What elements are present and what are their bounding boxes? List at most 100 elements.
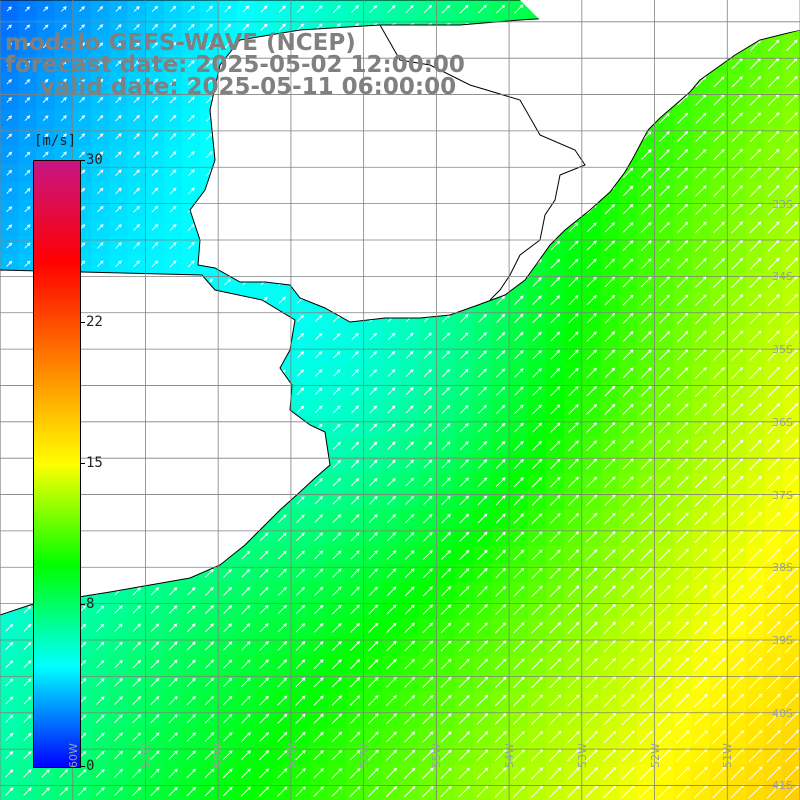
wind-arrow xyxy=(749,366,762,380)
wind-arrow xyxy=(604,367,616,379)
forecast-date: forecast date: 2025-05-02 12:00:00 xyxy=(5,52,465,78)
wind-arrow xyxy=(404,586,415,597)
wind-arrow xyxy=(766,620,781,635)
wind-arrow xyxy=(549,694,562,707)
longitude-label: 53W xyxy=(576,743,589,768)
wind-arrow xyxy=(296,23,305,31)
wind-arrow xyxy=(694,730,708,744)
colorbar-tick-label: 8 xyxy=(86,596,95,612)
wind-arrow xyxy=(603,694,617,707)
wind-arrow xyxy=(476,694,489,707)
wind-arrow xyxy=(241,604,251,615)
wind-arrow xyxy=(168,641,178,651)
wind-arrow xyxy=(151,205,159,213)
wind-arrow xyxy=(749,221,762,234)
wind-arrow xyxy=(622,258,634,270)
wind-arrow xyxy=(369,405,378,414)
wind-arrow xyxy=(259,550,269,560)
wind-arrow xyxy=(712,366,726,380)
wind-arrow xyxy=(604,458,616,470)
wind-arrow xyxy=(568,367,579,379)
wind-arrow xyxy=(514,295,524,305)
wind-arrow xyxy=(186,714,196,724)
wind-arrow xyxy=(5,696,14,705)
wind-arrow xyxy=(586,440,598,452)
wind-arrow xyxy=(567,549,580,561)
latitude-label: 36S xyxy=(772,416,793,429)
wind-arrow xyxy=(97,96,104,104)
wind-arrow xyxy=(640,403,652,416)
wind-arrow xyxy=(712,512,726,525)
wind-arrow xyxy=(349,640,361,652)
wind-arrow xyxy=(695,294,707,306)
wind-arrow xyxy=(477,422,488,433)
wind-arrow xyxy=(204,732,215,742)
wind-arrow xyxy=(169,114,177,122)
wind-arrow xyxy=(730,730,745,744)
wind-arrow xyxy=(495,440,506,451)
wind-arrow xyxy=(785,75,798,88)
wind-arrow xyxy=(150,659,160,669)
wind-arrow xyxy=(531,603,543,616)
wind-arrow xyxy=(278,514,287,523)
wind-arrow xyxy=(476,767,489,780)
wind-arrow xyxy=(495,513,506,524)
wind-arrow xyxy=(458,712,471,725)
wind-arrow xyxy=(114,641,123,651)
wind-arrow xyxy=(169,60,177,67)
wind-arrow xyxy=(222,677,233,688)
wind-arrow xyxy=(530,730,544,744)
wind-arrow xyxy=(331,640,342,651)
wind-arrow xyxy=(567,531,580,543)
wind-arrow xyxy=(496,295,506,305)
wind-arrow xyxy=(622,494,634,507)
wind-arrow xyxy=(441,441,451,451)
wind-arrow xyxy=(206,5,213,13)
wind-arrow xyxy=(495,477,506,488)
wind-arrow xyxy=(186,587,196,596)
wind-arrow xyxy=(78,151,86,158)
wind-arrow xyxy=(5,732,14,742)
wind-arrow xyxy=(477,368,487,378)
wind-arrow xyxy=(604,294,616,306)
wind-arrow xyxy=(459,441,469,451)
wind-arrow xyxy=(131,786,142,797)
wind-arrow xyxy=(204,641,215,651)
wind-arrow xyxy=(277,677,288,688)
wind-arrow xyxy=(549,458,561,470)
wind-arrow xyxy=(676,239,689,252)
wind-arrow xyxy=(585,549,598,561)
wind-arrow xyxy=(368,550,378,560)
wind-arrow xyxy=(331,713,343,725)
wind-arrow xyxy=(6,133,13,140)
wind-arrow xyxy=(387,405,396,414)
wind-arrow xyxy=(512,712,525,725)
wind-arrow xyxy=(586,349,597,361)
wind-arrow xyxy=(423,423,433,432)
wind-arrow xyxy=(60,151,67,158)
wind-arrow xyxy=(640,330,652,343)
wind-arrow xyxy=(6,79,12,85)
wind-arrow xyxy=(767,112,780,125)
wind-arrow xyxy=(713,294,725,307)
wind-arrow xyxy=(314,550,324,560)
wind-arrow xyxy=(205,151,213,159)
wind-arrow xyxy=(367,749,379,761)
wind-arrow xyxy=(115,5,122,12)
wind-arrow xyxy=(205,568,214,578)
wind-arrow xyxy=(204,623,214,633)
wind-arrow xyxy=(730,439,744,453)
wind-arrow xyxy=(169,205,177,213)
wind-arrow xyxy=(694,584,708,598)
wind-arrow xyxy=(659,130,670,142)
wind-arrow xyxy=(676,403,689,416)
colorbar-tick xyxy=(80,160,85,161)
wind-arrow xyxy=(423,332,432,341)
wind-arrow xyxy=(132,605,141,614)
wind-arrow xyxy=(441,386,451,396)
wind-arrow xyxy=(730,766,745,781)
wind-arrow xyxy=(767,439,781,453)
wind-arrow xyxy=(115,133,122,140)
wind-arrow xyxy=(114,696,123,705)
wind-arrow xyxy=(767,330,780,343)
